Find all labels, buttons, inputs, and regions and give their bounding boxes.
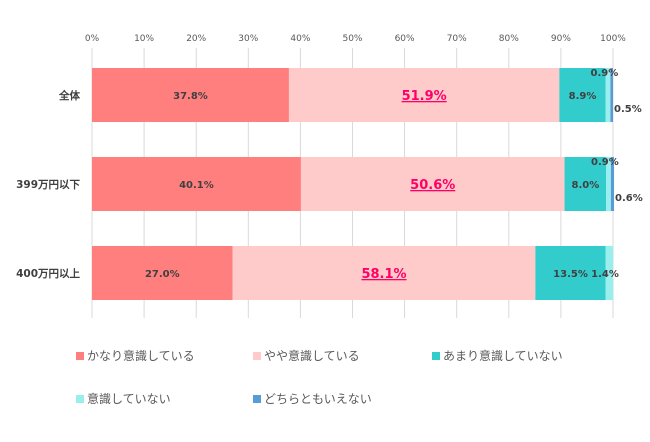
data-label: 27.0% <box>145 269 180 280</box>
data-label: 50.6% <box>410 178 455 193</box>
legend-swatch <box>253 395 261 403</box>
bar-segment <box>288 68 560 122</box>
x-tick-label: 0% <box>85 34 100 44</box>
data-label: 58.1% <box>361 267 406 282</box>
x-tick-label: 60% <box>395 34 415 44</box>
data-label: 0.9% <box>591 68 619 79</box>
bar-segment <box>92 157 301 211</box>
data-label: 37.8% <box>173 91 208 102</box>
bar-segment <box>559 68 606 122</box>
x-tick-label: 70% <box>447 34 467 44</box>
bar-segment <box>92 68 289 122</box>
bar-segment <box>564 157 607 211</box>
data-label: 8.9% <box>569 91 597 102</box>
data-label: 1.4% <box>591 269 619 280</box>
x-tick-label: 80% <box>499 34 519 44</box>
category-label: 399万円以下 <box>16 179 80 191</box>
bar-segment <box>605 68 611 122</box>
legend-swatch <box>76 395 84 403</box>
bar-segment <box>610 157 615 211</box>
legend-label: やや意識している <box>264 348 360 363</box>
data-label: 0.9% <box>591 157 619 168</box>
legend-swatch <box>253 352 261 360</box>
category-label: 400万円以上 <box>16 267 80 280</box>
bar-segment <box>232 246 536 300</box>
bar-segment <box>606 157 611 211</box>
bar-segment <box>610 68 613 122</box>
legend-swatch <box>432 352 440 360</box>
data-label: 0.5% <box>614 104 642 115</box>
legend-label: どちらともいえない <box>264 392 372 406</box>
legend-label: あまり意識していない <box>443 348 563 363</box>
data-label: 51.9% <box>402 89 447 104</box>
x-tick-label: 100% <box>600 34 626 44</box>
data-label: 8.0% <box>572 180 600 191</box>
x-tick-label: 90% <box>551 34 571 44</box>
x-tick-label: 40% <box>290 34 310 44</box>
x-tick-label: 20% <box>186 34 206 44</box>
data-label: 40.1% <box>179 180 214 191</box>
legend-swatch <box>76 352 84 360</box>
bar-segment <box>535 246 606 300</box>
legend-label: かなり意識している <box>87 348 195 363</box>
x-tick-label: 30% <box>238 34 258 44</box>
legend-label: 意識していない <box>87 391 171 406</box>
category-label: 全体 <box>58 89 80 102</box>
x-tick-label: 10% <box>134 34 154 44</box>
data-label: 0.6% <box>615 193 643 204</box>
bar-segment <box>300 157 565 211</box>
data-label: 13.5% <box>553 269 588 280</box>
bar-segment <box>605 246 613 300</box>
bar-segment <box>92 246 233 300</box>
x-tick-label: 50% <box>342 34 362 44</box>
